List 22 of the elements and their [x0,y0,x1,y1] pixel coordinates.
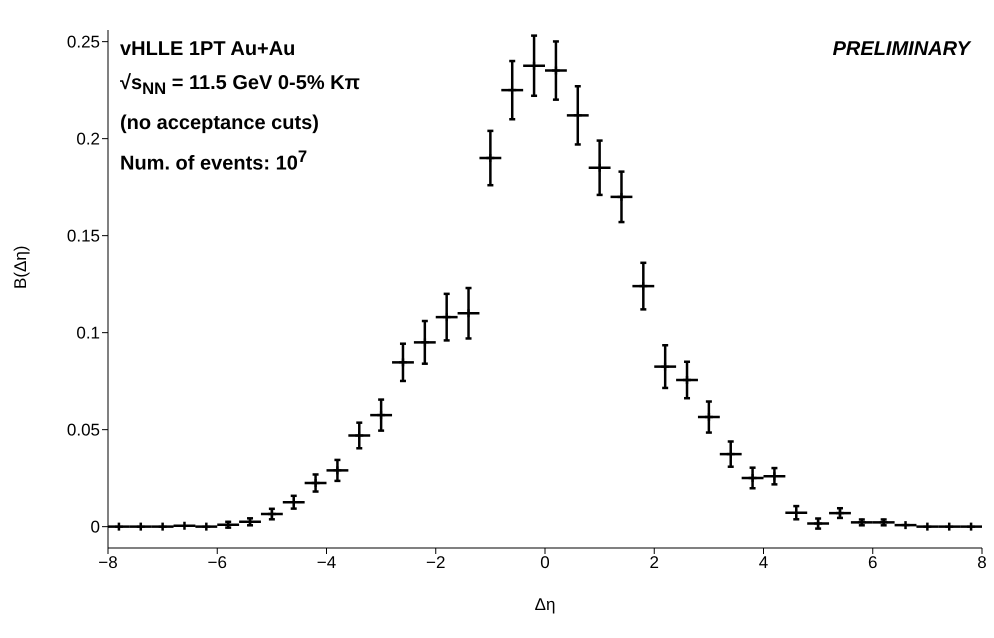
annotation: PRELIMINARY [832,37,970,62]
y-tick-label: 0.2 [76,130,100,149]
x-tick-label: 2 [650,553,659,572]
annotation: √s$_{NN}$ = 11.5 GeV 0-5% Kπ [120,71,360,100]
annotation: vHLLE 1PT Au+Au [120,37,296,62]
x-tick-label: −8 [98,553,118,572]
y-axis-title: B(Δη) [11,246,30,289]
x-axis-title: Δη [534,595,556,614]
y-tick-label: 0.15 [66,226,100,246]
x-tick-label: −4 [316,553,336,572]
x-tick-label: 8 [977,553,987,572]
y-tick-label: 0.05 [66,420,100,440]
y-tick-label: 0 [90,518,100,537]
y-tick-label: 0.1 [76,324,100,343]
annotation: (no acceptance cuts) [120,111,320,136]
y-tick-label: 0.25 [66,32,100,52]
x-tick-label: −2 [426,553,446,572]
annotation: Num. of events: 10$^{7}$ [120,146,308,177]
x-tick-label: 6 [868,553,878,572]
x-tick-label: −6 [208,553,227,572]
x-tick-label: 0 [540,553,550,572]
x-tick-label: 4 [758,553,768,572]
